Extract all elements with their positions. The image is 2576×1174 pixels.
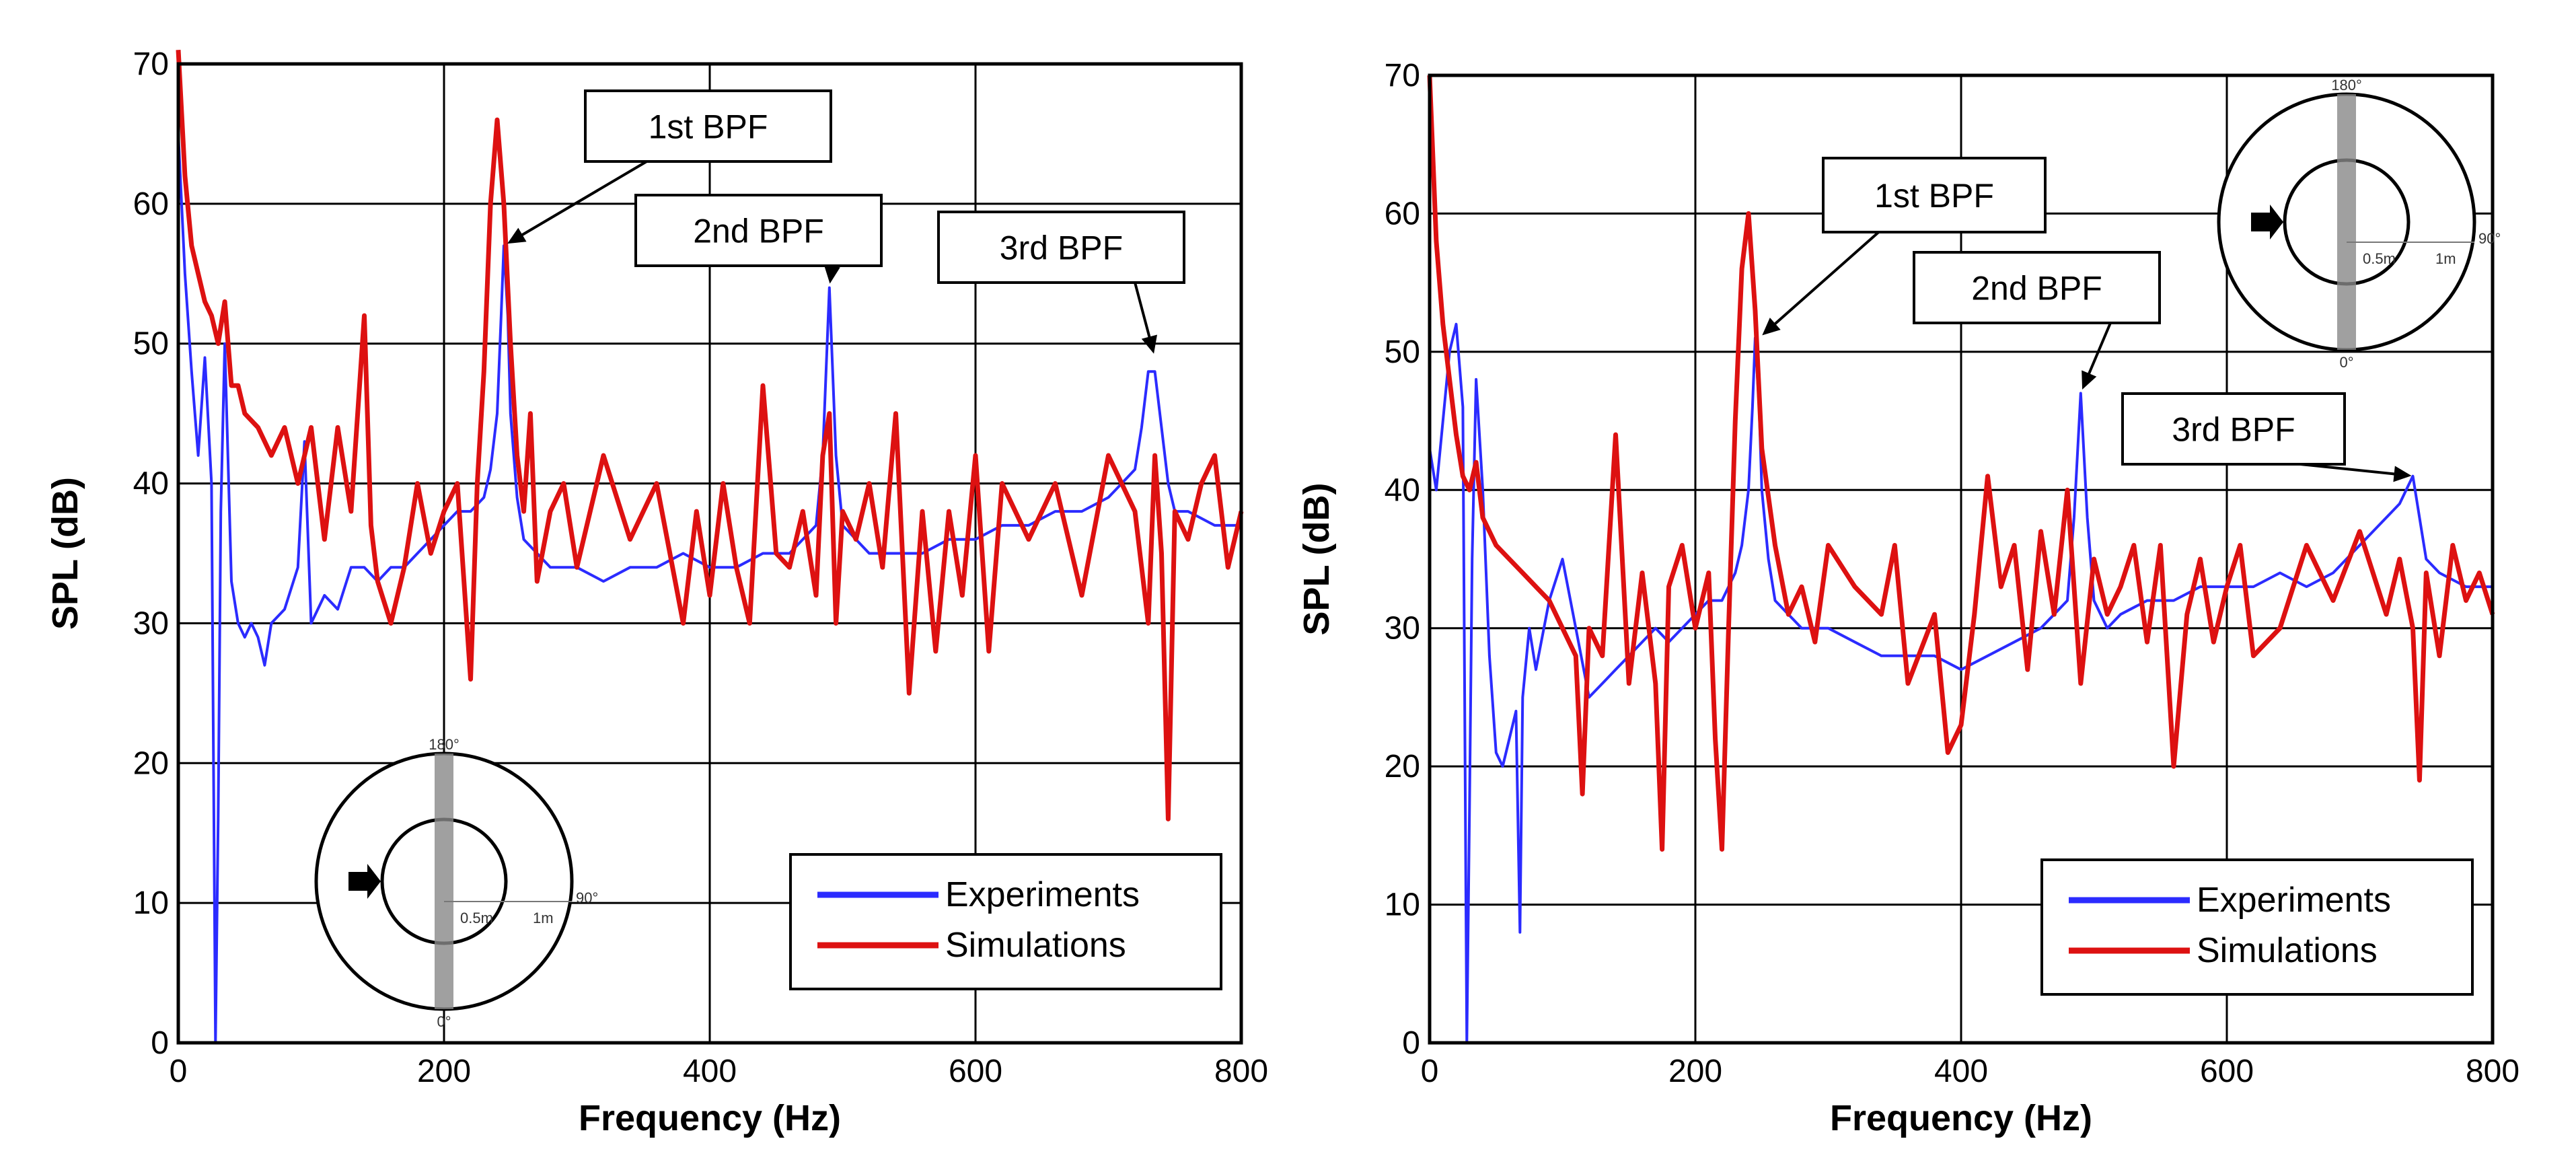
right-y-tick-label: 0: [1402, 1025, 1420, 1061]
right-y-tick-label: 40: [1385, 472, 1420, 508]
left-y-ticks: 0 10 20 30 40 50 60 70: [133, 46, 169, 1061]
right-y-ticks: 0 10 20 30 40 50 60 70: [1385, 58, 1420, 1061]
right-y-axis-title: SPL (dB): [1296, 483, 1337, 636]
right-annotations: 1st BPF 2nd BPF 3rd BPF: [1762, 157, 2412, 482]
left-chart: 0 200 400 600 800 0 10 20 30 40 50 60 70 Frequency …: [45, 46, 1268, 1138]
left-legend: Experiments Simulations: [789, 853, 1222, 990]
left-series-group: [176, 50, 1244, 1044]
right-y-tick-label: 30: [1385, 611, 1420, 647]
right-inset-label: 90°: [2478, 230, 2501, 247]
right-y-tick-label: 10: [1385, 887, 1420, 923]
left-inset-label: 1m: [533, 910, 554, 926]
right-callout-box: [1913, 251, 2161, 324]
left-callout-box: [584, 89, 832, 163]
left-x-tick-label: 200: [417, 1054, 471, 1089]
left-position-inset: 180° 90° 0° 0.5m 1m: [314, 736, 598, 1030]
right-callout-box: [2121, 392, 2346, 466]
left-callout-arrowhead: [1141, 334, 1158, 354]
left-inset-rotor-blade: [435, 754, 453, 1009]
left-x-axis-title: Frequency (Hz): [579, 1098, 841, 1138]
left-callout-arrowhead: [507, 227, 527, 244]
right-y-tick-label: 20: [1385, 749, 1420, 784]
right-x-ticks: 0 200 400 600 800: [1421, 1054, 2519, 1089]
right-legend-label: Experiments: [2197, 881, 2391, 920]
left-annotations: 1st BPF 2nd BPF 3rd BPF: [507, 89, 1185, 354]
left-callout-label: 1st BPF: [649, 108, 768, 146]
left-y-axis-title: SPL (dB): [45, 477, 85, 630]
left-inset-flow-arrow-icon: [348, 864, 381, 899]
left-legend-label: Simulations: [945, 926, 1126, 965]
left-y-tick-label: 60: [133, 186, 169, 222]
left-series-simulations: [176, 50, 1244, 821]
right-x-tick-label: 800: [2466, 1054, 2519, 1089]
right-chart: 0 200 400 600 800 0 10 20 30 40 50 60 70 Frequency …: [1296, 58, 2519, 1138]
right-inset-label: 0.5m: [2363, 250, 2396, 267]
left-callout-arrow: [515, 160, 648, 240]
right-callout-arrow: [1769, 231, 1880, 330]
left-callout-label: 3rd BPF: [1000, 229, 1123, 267]
left-y-tick-label: 10: [133, 885, 169, 921]
right-series-simulations: [1427, 75, 2495, 852]
left-y-tick-label: 50: [133, 326, 169, 362]
right-inset-label: 1m: [2435, 250, 2456, 267]
right-callout-label: 1st BPF: [1874, 177, 1994, 215]
left-callout-label: 2nd BPF: [693, 213, 824, 250]
left-inset-label: 0.5m: [460, 910, 493, 926]
right-callout-arrowhead: [2082, 370, 2097, 390]
right-plot-frame: [1428, 73, 2495, 1045]
left-callout-box: [937, 211, 1185, 284]
left-x-ticks: 0 200 400 600 800: [170, 1054, 1268, 1089]
right-y-tick-label: 70: [1385, 58, 1420, 94]
left-y-tick-label: 30: [133, 606, 169, 641]
left-x-tick-label: 0: [170, 1054, 188, 1089]
left-inset-label: 180°: [429, 736, 459, 753]
right-callout-arrow: [2299, 463, 2402, 476]
right-x-tick-label: 0: [1421, 1054, 1439, 1089]
right-callout-label: 3rd BPF: [2172, 411, 2295, 449]
left-x-tick-label: 800: [1214, 1054, 1268, 1089]
left-series-experiments: [177, 133, 1241, 1044]
right-inset-label: 0°: [2339, 354, 2353, 371]
left-inset-label: 90°: [576, 889, 598, 906]
left-legend-box: [789, 853, 1222, 990]
right-x-tick-label: 200: [1668, 1054, 1722, 1089]
left-callout-arrowhead: [823, 265, 840, 284]
right-inset-rotor-blade: [2337, 94, 2356, 350]
right-series-experiments: [1428, 322, 2493, 1044]
right-callout-arrow: [2085, 322, 2112, 381]
right-inset-label: 180°: [2331, 77, 2362, 94]
left-callout-arrow: [1134, 282, 1153, 344]
left-plot-frame: [176, 62, 1243, 1045]
right-callout-box: [1822, 157, 2047, 233]
right-legend-box: [2040, 858, 2474, 996]
left-y-tick-label: 40: [133, 466, 169, 502]
right-callout-arrowhead: [1762, 318, 1781, 336]
left-inset-label: 0°: [437, 1013, 451, 1030]
right-y-tick-label: 50: [1385, 334, 1420, 370]
right-x-tick-label: 600: [2200, 1054, 2254, 1089]
right-x-tick-label: 400: [1934, 1054, 1988, 1089]
right-y-tick-label: 60: [1385, 196, 1420, 231]
left-legend-label: Experiments: [945, 875, 1140, 914]
right-legend-label: Simulations: [2197, 931, 2378, 970]
right-inset-flow-arrow-icon: [2251, 205, 2283, 240]
right-legend: Experiments Simulations: [2040, 858, 2474, 996]
right-callout-arrowhead: [2393, 466, 2412, 482]
left-callout-box: [634, 194, 883, 267]
right-series-group: [1427, 75, 2495, 1044]
left-y-tick-label: 0: [151, 1025, 169, 1061]
right-x-axis-title: Frequency (Hz): [1830, 1098, 2092, 1138]
right-position-inset: 180° 90° 0° 0.5m 1m: [2217, 77, 2501, 371]
right-callout-label: 2nd BPF: [1971, 270, 2102, 307]
left-x-tick-label: 600: [949, 1054, 1002, 1089]
left-x-tick-label: 400: [683, 1054, 737, 1089]
left-y-tick-label: 20: [133, 745, 169, 781]
left-y-tick-label: 70: [133, 46, 169, 82]
